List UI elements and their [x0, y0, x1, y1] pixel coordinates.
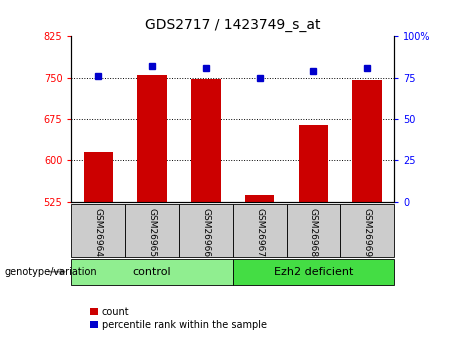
Bar	[287, 204, 340, 257]
Bar	[233, 259, 394, 285]
Bar	[245, 195, 274, 202]
Text: genotype/variation: genotype/variation	[5, 267, 97, 277]
Text: GSM26969: GSM26969	[363, 208, 372, 257]
Bar	[71, 259, 233, 285]
Legend: count, percentile rank within the sample: count, percentile rank within the sample	[90, 307, 267, 330]
Text: control: control	[133, 267, 171, 277]
Text: GSM26964: GSM26964	[94, 208, 103, 257]
Bar	[137, 75, 167, 202]
Text: GSM26967: GSM26967	[255, 208, 264, 257]
Bar	[83, 152, 113, 202]
Text: GSM26968: GSM26968	[309, 208, 318, 257]
Text: GSM26966: GSM26966	[201, 208, 210, 257]
Bar	[125, 204, 179, 257]
Bar	[179, 204, 233, 257]
Bar	[233, 204, 287, 257]
Bar	[299, 125, 328, 202]
Text: GSM26965: GSM26965	[148, 208, 157, 257]
Bar	[71, 204, 125, 257]
Bar	[340, 204, 394, 257]
Bar	[191, 79, 221, 202]
Text: Ezh2 deficient: Ezh2 deficient	[274, 267, 353, 277]
Bar	[353, 80, 382, 202]
Title: GDS2717 / 1423749_s_at: GDS2717 / 1423749_s_at	[145, 18, 320, 32]
